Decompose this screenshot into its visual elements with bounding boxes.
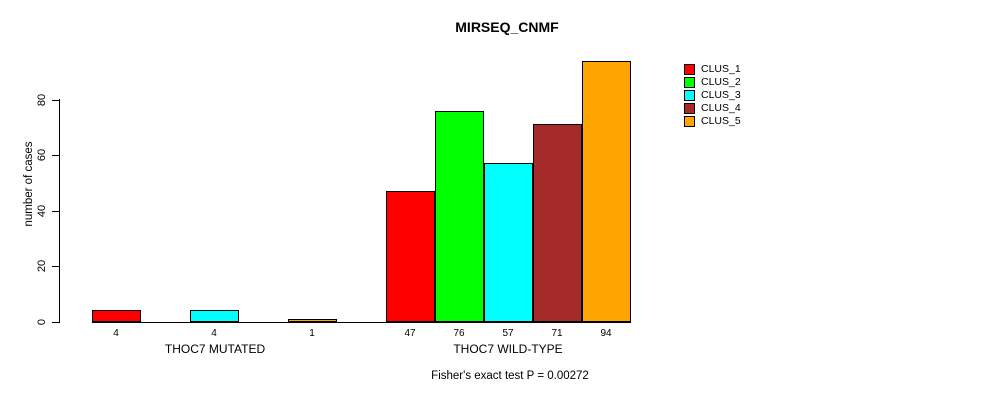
bar-value-label: 76 xyxy=(453,328,465,339)
legend-label: CLUS_4 xyxy=(701,102,741,114)
y-axis-tick-label: 20 xyxy=(36,259,48,273)
y-axis-tick-label: 0 xyxy=(36,318,48,325)
bar-clus_5 xyxy=(581,60,631,323)
bar-value-label: 94 xyxy=(600,328,612,339)
legend-label: CLUS_1 xyxy=(701,63,741,75)
bar-clus_3 xyxy=(189,310,239,323)
bar-value-label: 47 xyxy=(404,328,416,339)
x-group-label-mutated: THOC7 MUTATED xyxy=(164,342,266,356)
legend-swatch-icon xyxy=(684,116,695,127)
bar-clus_4 xyxy=(532,124,582,323)
legend-swatch-icon xyxy=(684,77,695,88)
legend-swatch-icon xyxy=(684,103,695,114)
y-axis-tick xyxy=(52,155,59,156)
bar-clus_5 xyxy=(287,318,337,323)
y-axis-tick xyxy=(52,321,59,323)
y-axis-tick-label: 80 xyxy=(36,93,48,106)
y-axis-tick xyxy=(52,210,59,212)
legend-label: CLUS_2 xyxy=(701,76,741,88)
bar-clus_2 xyxy=(434,110,484,323)
bar-clus_1 xyxy=(91,310,141,323)
bar-value-label: 71 xyxy=(551,328,563,339)
bar-value-label: 4 xyxy=(113,328,119,339)
chart-title: MIRSEQ_CNMF xyxy=(455,19,559,35)
bar-value-label: 1 xyxy=(309,328,315,339)
y-axis-tick-label: 60 xyxy=(36,148,48,162)
legend-swatch-icon xyxy=(684,64,695,75)
legend-label: CLUS_5 xyxy=(701,115,741,127)
bar-clus_3 xyxy=(483,163,533,323)
legend-swatch-icon xyxy=(684,90,695,101)
bar-clus_1 xyxy=(385,191,435,323)
y-axis xyxy=(59,99,60,323)
x-group-label-wildtype: THOC7 WILD-TYPE xyxy=(453,342,563,356)
y-axis-label: number of cases xyxy=(23,141,35,227)
bar-value-label: 4 xyxy=(211,328,217,339)
y-axis-tick-label: 40 xyxy=(36,204,48,217)
x-baseline xyxy=(91,321,631,323)
stat-annotation: Fisher's exact test P = 0.00272 xyxy=(431,370,589,382)
y-axis-tick xyxy=(52,99,59,101)
y-axis-tick xyxy=(52,266,59,267)
bar-value-label: 57 xyxy=(502,328,514,339)
legend-label: CLUS_3 xyxy=(701,89,741,101)
